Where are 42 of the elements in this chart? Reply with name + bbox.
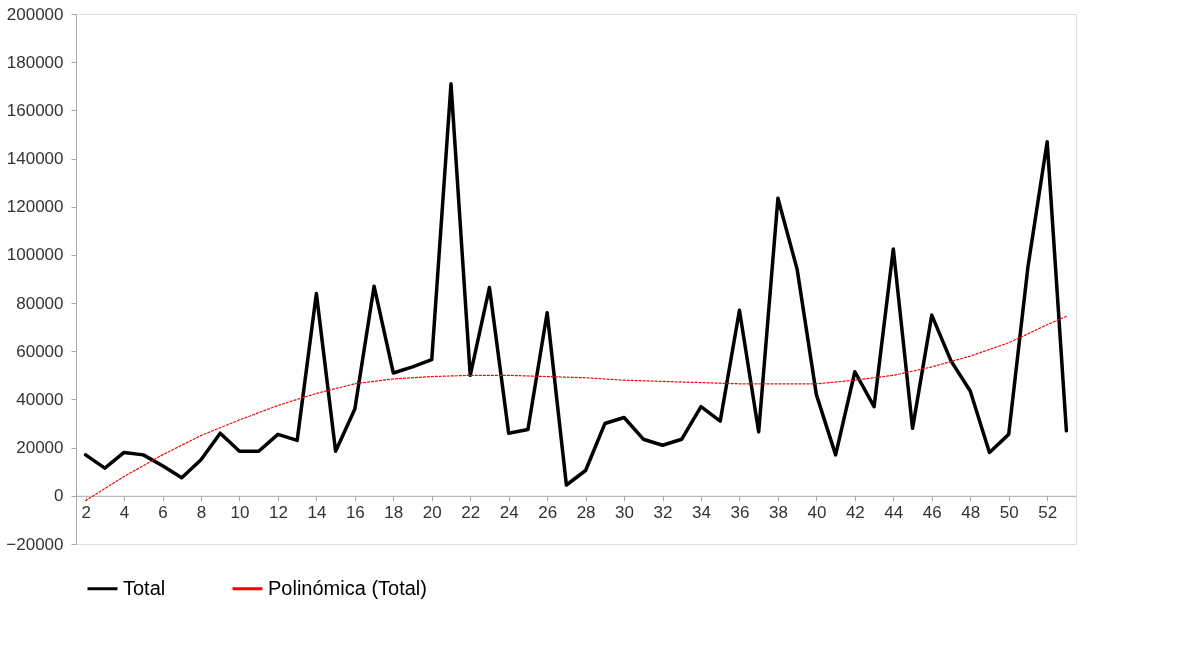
x-tick-label: 32: [653, 503, 673, 523]
x-tick-label: 14: [307, 503, 327, 523]
legend-label: Total: [123, 576, 166, 599]
x-tick-label: 2: [81, 503, 91, 523]
x-tick-label: 24: [499, 503, 519, 523]
x-tick-label: 38: [768, 503, 788, 523]
x-tick-label: 46: [922, 503, 942, 523]
x-tick-label: 44: [884, 503, 904, 523]
x-tick-label: 16: [345, 503, 365, 523]
x-tick-label: 20: [422, 503, 442, 523]
y-tick-label: −20000: [6, 534, 64, 554]
x-tick-label: 8: [196, 503, 207, 523]
x-tick-label: 40: [807, 503, 827, 523]
x-tick-label: 10: [230, 503, 250, 523]
line-series: [85, 315, 1067, 502]
line-series: [83, 82, 1069, 487]
x-tick-label: 6: [158, 503, 168, 523]
y-tick-label: 200000: [6, 4, 64, 24]
x-tick-label: 26: [538, 503, 558, 523]
x-tick-label: 4: [119, 503, 130, 523]
y-tick-label: 0: [54, 486, 64, 506]
y-tick-label: 40000: [16, 389, 64, 409]
x-tick-label: 52: [1038, 503, 1058, 523]
x-tick-label: 28: [576, 503, 596, 523]
y-tick-label: 160000: [6, 100, 64, 120]
y-tick-label: 180000: [6, 52, 64, 72]
x-tick-label: 50: [999, 503, 1019, 523]
x-tick-label: 34: [692, 503, 711, 523]
y-tick-label: 80000: [16, 293, 64, 313]
x-tick-label: 18: [384, 503, 404, 523]
y-tick-label: 20000: [16, 438, 64, 458]
legend-label: Polinómica (Total): [268, 576, 427, 599]
x-tick-label: 22: [461, 503, 481, 523]
x-tick-label: 12: [268, 503, 288, 523]
y-tick-label: 60000: [16, 341, 64, 361]
y-tick-label: 140000: [6, 149, 64, 169]
y-tick-label: 100000: [6, 245, 64, 265]
y-tick-label: 120000: [6, 197, 64, 217]
x-tick-label: 36: [730, 503, 750, 523]
x-tick-label: 48: [961, 503, 981, 523]
x-tick-label: 42: [845, 503, 865, 523]
x-tick-label: 30: [615, 503, 635, 523]
